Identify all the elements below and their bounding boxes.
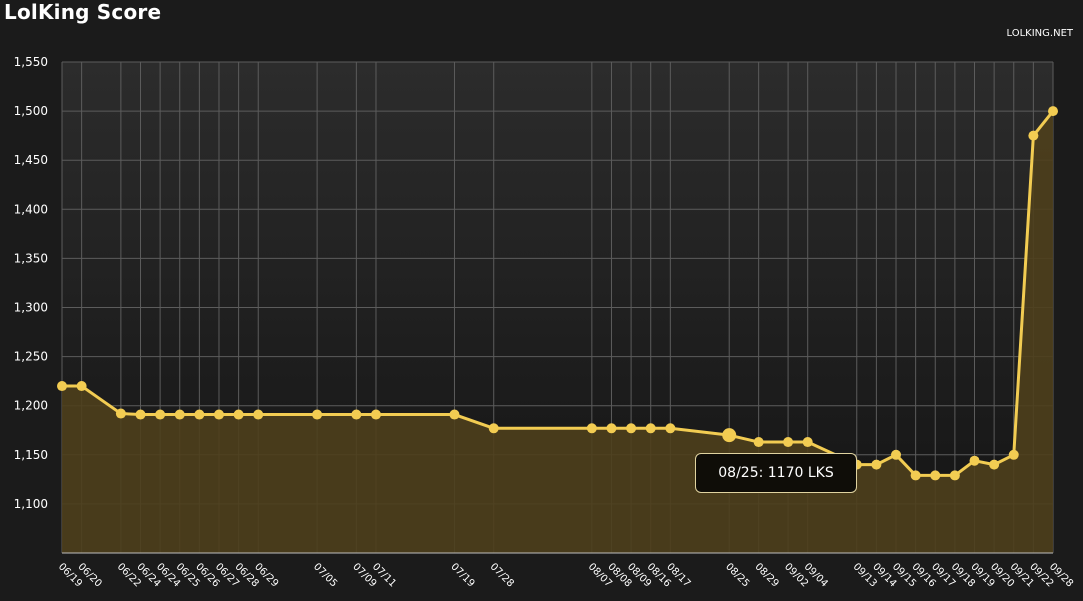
data-point[interactable] [802,437,813,448]
y-axis-ticks: 1,100 1,150 1,200 1,250 1,300 1,350 1,400 1,450… [14,55,48,511]
data-point[interactable] [351,409,362,420]
data-point[interactable] [155,409,166,420]
y-tick-label: 1,200 [14,399,48,413]
data-point[interactable] [949,470,960,481]
x-tick-label: 08/29 [753,561,781,589]
data-point[interactable] [891,449,902,460]
data-point[interactable] [76,381,87,392]
data-point[interactable] [449,409,460,420]
y-tick-label: 1,300 [14,301,48,315]
y-tick-label: 1,250 [14,350,48,364]
data-point[interactable] [135,409,146,420]
data-point[interactable] [783,437,794,448]
data-point[interactable] [753,437,764,448]
y-tick-label: 1,150 [14,448,48,462]
data-point[interactable] [645,423,656,434]
y-tick-label: 1,400 [14,202,48,216]
data-point[interactable] [1028,130,1039,141]
data-point[interactable] [722,428,737,443]
y-tick-label: 1,550 [14,55,48,69]
y-tick-label: 1,450 [14,153,48,167]
data-points[interactable] [57,106,1058,481]
data-point[interactable] [871,459,882,470]
data-point[interactable] [370,409,381,420]
chart-title: LolKing Score [4,0,162,24]
data-point[interactable] [665,423,676,434]
data-point[interactable] [606,423,617,434]
data-point[interactable] [233,409,244,420]
data-point[interactable] [57,381,67,392]
data-point[interactable] [115,408,126,419]
x-tick-label: 08/25 [723,561,751,589]
y-tick-label: 1,500 [14,104,48,118]
data-point[interactable] [910,470,921,481]
data-point[interactable] [989,459,1000,470]
data-point[interactable] [253,409,264,420]
grid-lines [61,61,1054,553]
y-tick-label: 1,100 [14,497,48,511]
data-point[interactable] [1008,449,1019,460]
data-point[interactable] [586,423,597,434]
y-tick-label: 1,350 [14,251,48,265]
credit-link[interactable]: LOLKING.NET [1006,28,1073,39]
x-tick-label: 07/05 [311,561,339,589]
x-tick-label: 07/19 [448,561,476,589]
data-point[interactable] [930,470,941,481]
data-point[interactable] [213,409,224,420]
data-point[interactable] [969,455,980,466]
data-point[interactable] [194,409,205,420]
data-point[interactable] [1048,106,1058,117]
data-tooltip: 08/25: 1170 LKS [695,453,857,493]
data-point[interactable] [312,409,323,420]
data-point[interactable] [488,423,499,434]
data-point[interactable] [626,423,637,434]
x-tick-label: 07/28 [488,561,516,589]
data-point[interactable] [174,409,185,420]
